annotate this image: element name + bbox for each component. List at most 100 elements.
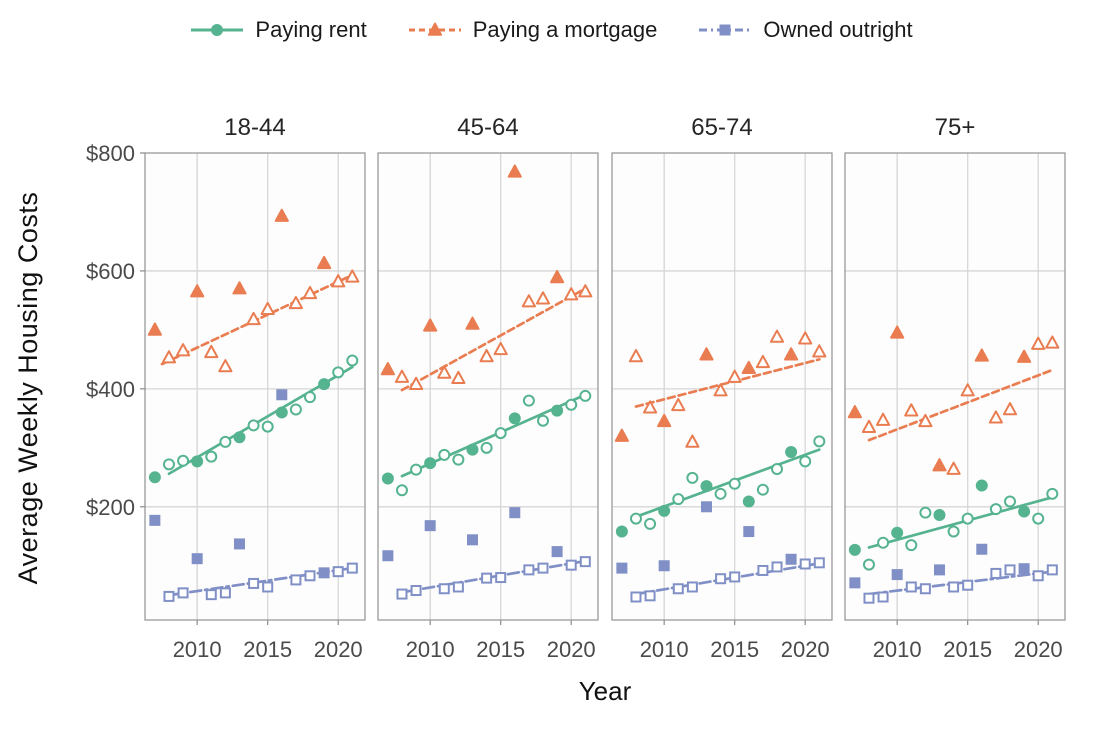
x-axis-title: Year [578,676,632,706]
data-point [148,471,161,484]
data-point [424,520,436,532]
data-point [757,564,769,576]
data-point [161,350,177,364]
data-point [628,349,644,363]
data-point [507,164,522,178]
data-point [262,581,274,593]
data-point [905,539,918,552]
trend-line-paying-a-mortgage [400,287,587,392]
data-point [276,389,288,401]
data-point [847,405,862,419]
data-point [288,295,303,310]
series-points-paying-a-mortgage [380,164,593,390]
data-point [799,455,812,468]
panel-background [145,153,365,620]
data-point [863,592,875,604]
data-point [715,573,727,585]
data-point [962,579,974,591]
data-point [289,403,302,416]
data-point [452,581,464,593]
series-points-paying-rent [148,354,359,484]
legend-label: Paying a mortgage [472,17,658,42]
data-point [658,560,670,572]
series-points-owned-outright [149,389,358,602]
x-tick-label: 2020 [1014,637,1063,662]
data-point [177,587,189,599]
data-point [848,543,861,556]
data-point [304,391,316,404]
data-point [427,22,442,36]
x-tick-label: 2010 [873,637,922,662]
data-point [905,581,917,593]
data-point [380,362,395,376]
data-point [719,24,731,36]
data-point [551,546,563,558]
x-tick-label: 2020 [314,637,363,662]
data-point [1032,512,1045,525]
data-point [714,487,727,500]
data-point [1018,505,1031,518]
legend-swatch-triangle-icon [408,22,461,36]
data-point [1018,563,1030,575]
data-point [891,569,903,581]
data-point [771,463,783,476]
data-point [149,514,161,526]
data-point [523,564,535,576]
series-points-owned-outright [382,507,591,600]
data-point [976,543,988,555]
data-point [219,435,232,448]
data-point [861,419,877,433]
data-point [190,284,205,298]
data-point [317,255,332,270]
panel-border [144,152,366,621]
panel-border [844,152,1066,621]
data-point [274,208,289,222]
data-point [728,477,741,490]
data-point [629,512,642,525]
data-point [756,483,769,496]
data-point [642,400,658,414]
data-point [919,506,932,519]
legend-swatch-circle-icon [191,24,244,36]
data-point [466,534,478,546]
x-tick-label: 2020 [547,637,596,662]
data-point [630,591,642,603]
data-point [614,428,629,442]
data-point [862,558,875,571]
legend-label: Owned outright [763,17,913,42]
data-point [565,398,578,411]
data-point [784,347,799,361]
data-point [495,572,507,584]
data-point [877,591,889,603]
chart-legend: Paying rent Paying a mortgage Owned outrig… [0,12,1102,48]
data-point [233,538,245,550]
data-point [465,316,480,330]
legend-item-owned-outright: Owned outright [697,17,913,43]
data-point [891,526,904,539]
data-point [615,525,628,538]
panel-border [377,152,599,621]
data-point [904,403,919,417]
data-point [550,270,565,284]
series-points-paying-rent [381,389,592,497]
data-point [275,406,288,419]
data-point [205,450,218,463]
data-point [260,301,275,316]
data-point [988,410,1003,424]
trend-line-owned-outright [867,570,1054,596]
data-point [452,453,465,466]
data-point [396,588,408,600]
data-point [1002,402,1018,416]
series-points-paying-a-mortgage [847,325,1060,475]
y-tick-label: $400 [86,377,135,402]
data-point [246,311,261,326]
facet-title-75plus: 75+ [934,114,976,141]
data-point [644,517,657,530]
data-point [564,287,579,301]
panel-background [845,153,1065,620]
legend-label: Paying rent [255,17,367,42]
y-tick-label: $600 [86,259,135,284]
facet-panel-45-64: 2010 2015 2020 [377,152,599,662]
data-point [812,344,827,358]
